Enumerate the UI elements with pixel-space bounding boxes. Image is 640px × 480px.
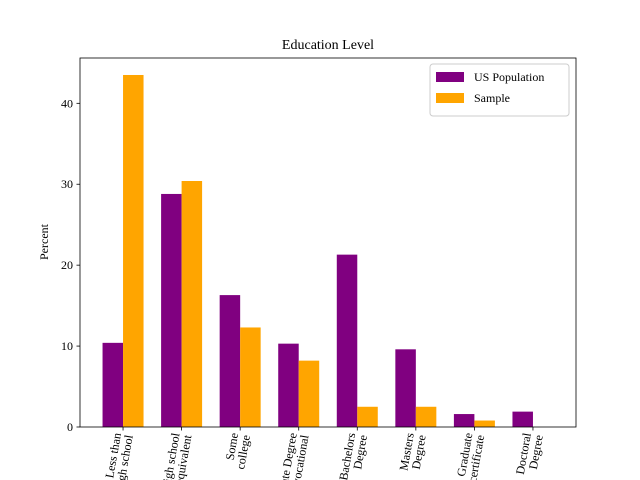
bar: [161, 193, 182, 427]
x-tick-label: Graduatecertificate: [453, 432, 487, 480]
bar: [336, 254, 358, 427]
bar: [357, 406, 378, 427]
bar: [474, 420, 495, 427]
x-tick-label: DoctoralDegree: [513, 431, 546, 478]
legend-box: [429, 63, 570, 117]
y-tick-label: 0: [67, 420, 73, 434]
y-tick-label: 30: [61, 177, 73, 191]
bar: [240, 327, 261, 427]
legend-swatch: [436, 72, 464, 82]
plot-frame: [79, 57, 577, 428]
legend-label: US Population: [474, 70, 544, 84]
chart-title: Education Level: [282, 38, 374, 53]
bar: [415, 406, 437, 427]
legend-swatch: [436, 93, 464, 103]
legend-label: Sample: [474, 91, 510, 105]
x-tick-label: BachelorsDegree: [336, 431, 370, 480]
y-tick-label: 20: [61, 258, 73, 272]
bar: [453, 414, 475, 427]
x-tick-label: High schoolequivalent: [159, 431, 195, 480]
x-tick-label: MastersDegree: [396, 431, 428, 473]
bar: [278, 343, 299, 427]
bar: [512, 411, 533, 427]
bar: [395, 349, 416, 427]
y-tick-label: 40: [61, 96, 73, 110]
bar: [123, 74, 144, 428]
y-axis-label: Percent: [37, 223, 51, 260]
x-tick-label: Associate Degreevocational: [271, 431, 311, 480]
bar: [181, 181, 203, 427]
y-tick-label: 10: [61, 339, 73, 353]
bar: [102, 342, 124, 427]
x-tick-label: Somecollege: [221, 432, 253, 471]
x-tick-label: Less thanhigh school: [101, 431, 136, 480]
bar: [298, 360, 320, 427]
bar: [219, 295, 241, 427]
